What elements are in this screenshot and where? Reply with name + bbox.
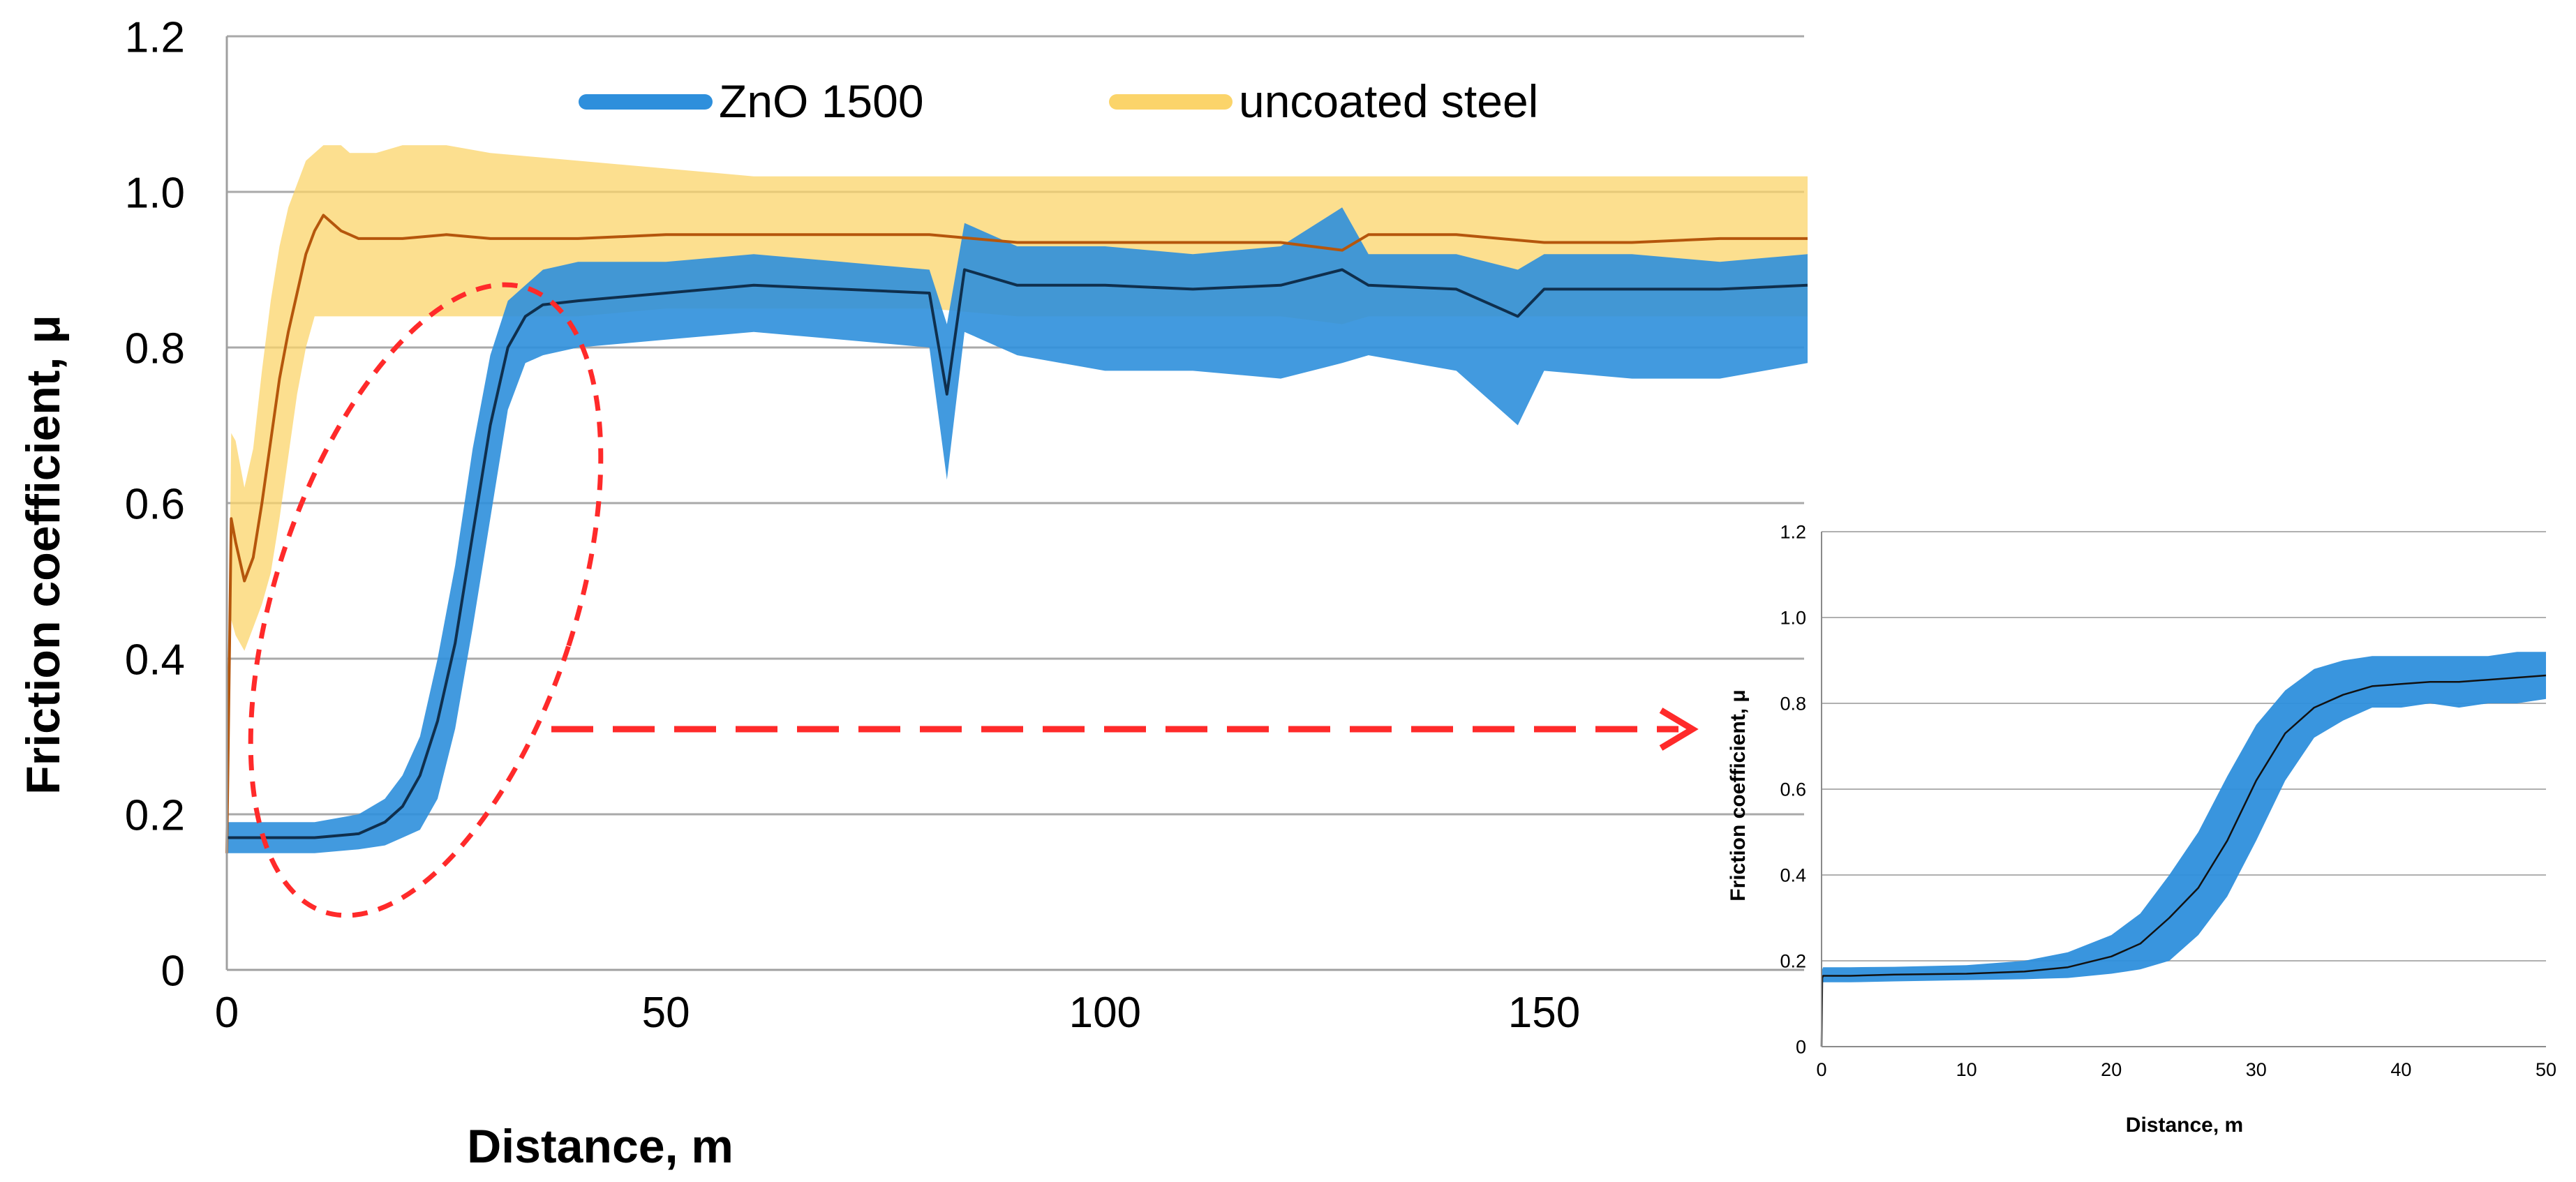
- main-x-tick-label: 0: [215, 989, 239, 1037]
- inset-y-axis-label: Friction coefficient, μ: [1727, 689, 1750, 901]
- inset-y-tick-label: 1.0: [1780, 608, 1806, 629]
- inset-y-tick-label: 0.2: [1780, 951, 1806, 972]
- inset-series-mean-lines: [1820, 674, 2547, 1047]
- inset-y-tick-label: 1.2: [1780, 522, 1806, 543]
- main-y-tick-label: 0.6: [125, 480, 185, 528]
- inset-x-tick-label: 30: [2246, 1059, 2267, 1080]
- inset-chart: 0 0.2 0.4 0.6 0.8 1.0 1.2 0 10 20 30 40 50 Distance…: [1727, 522, 2556, 1137]
- main-y-tick-label: 0.8: [125, 324, 185, 373]
- inset-x-tick-label: 50: [2536, 1059, 2556, 1080]
- main-series-bands: [227, 145, 1808, 877]
- main-x-tick-label: 50: [642, 989, 690, 1037]
- main-y-tick-labels: 0 0.2 0.4 0.6 0.8 1.0 1.2: [125, 13, 185, 995]
- legend-label-uncoated-steel: uncoated steel: [1239, 75, 1538, 127]
- zoom-region-ellipse: [248, 282, 604, 918]
- inset-x-tick-label: 10: [1956, 1059, 1977, 1080]
- main-x-tick-labels: 0 50 100 150: [215, 989, 1580, 1037]
- inset-mean-line-series-0: [1820, 674, 2547, 1047]
- main-legend: ZnO 1500 uncoated steel: [579, 75, 1538, 127]
- main-band-zno-1500: [227, 207, 1808, 853]
- inset-y-tick-label: 0.4: [1780, 865, 1806, 886]
- inset-x-tick-labels: 0 10 20 30 40 50: [1816, 1059, 2556, 1080]
- main-x-tick-label: 150: [1508, 989, 1580, 1037]
- main-y-tick-label: 1.0: [125, 169, 185, 217]
- main-x-axis-label: Distance, m: [467, 1120, 734, 1173]
- legend-label-zno-1500: ZnO 1500: [719, 75, 924, 127]
- inset-x-axis-label: Distance, m: [2126, 1114, 2243, 1137]
- zoom-arrow-head: [1659, 708, 1699, 751]
- main-y-tick-label: 0: [161, 947, 185, 995]
- inset-x-tick-label: 40: [2390, 1059, 2411, 1080]
- main-y-tick-label: 1.2: [125, 13, 185, 61]
- inset-y-tick-labels: 0 0.2 0.4 0.6 0.8 1.0 1.2: [1780, 522, 1806, 1058]
- main-y-tick-label: 0.2: [125, 791, 185, 839]
- main-series-mean-lines: [225, 214, 1808, 853]
- main-y-tick-label: 0.4: [125, 636, 185, 684]
- main-mean-line-uncoated-steel: [225, 214, 1808, 853]
- main-chart: 0 0.2 0.4 0.6 0.8 1.0 1.2 0 50 100 150 Distance, …: [17, 13, 1808, 1173]
- inset-x-tick-label: 0: [1816, 1059, 1826, 1080]
- inset-y-tick-label: 0.6: [1780, 779, 1806, 800]
- inset-x-tick-label: 20: [2101, 1059, 2122, 1080]
- inset-y-tick-label: 0: [1796, 1037, 1806, 1058]
- zoom-annotation: [248, 282, 1699, 918]
- main-mean-line-zno-1500: [227, 268, 1808, 839]
- inset-band-series-0: [1822, 652, 2546, 1047]
- main-x-tick-label: 100: [1069, 989, 1141, 1037]
- inset-y-tick-label: 0.8: [1780, 694, 1806, 715]
- main-y-axis-label: Friction coefficient, μ: [17, 315, 70, 795]
- inset-series-bands: [1822, 652, 2546, 1047]
